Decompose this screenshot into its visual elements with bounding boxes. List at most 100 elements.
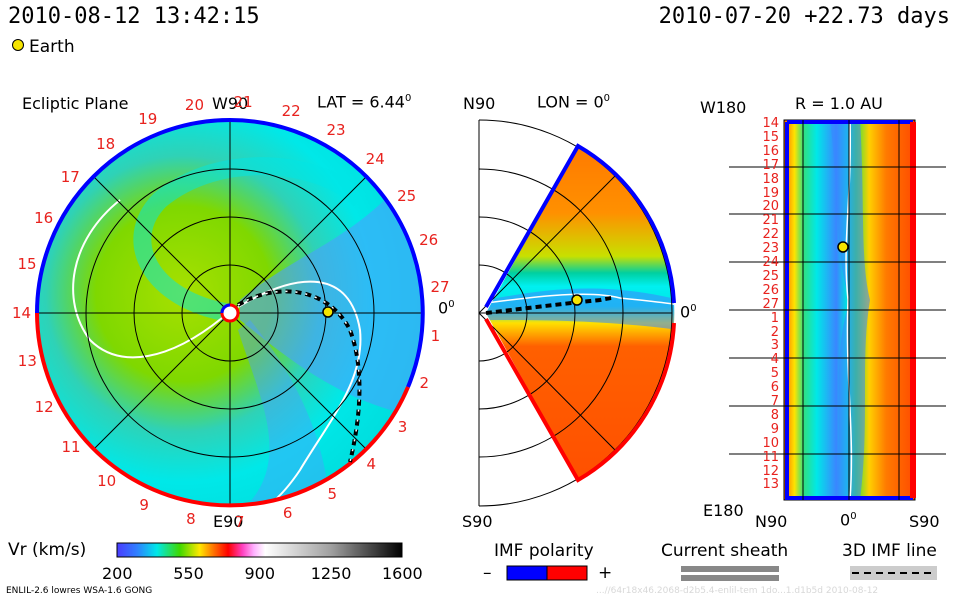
ecliptic-title: Ecliptic Plane bbox=[22, 94, 129, 113]
ecliptic-top-label: W90 bbox=[212, 94, 249, 113]
sphere-tick-label: 4 bbox=[770, 352, 779, 368]
sphere-tick-label: 12 bbox=[762, 463, 779, 479]
sheath-swatch-bottom bbox=[681, 575, 779, 581]
ecliptic-tick-label: 23 bbox=[326, 120, 346, 139]
ecliptic-tick-label: 25 bbox=[397, 187, 417, 206]
sphere-tick-label: 9 bbox=[770, 421, 779, 437]
ecliptic-tick-label: 16 bbox=[34, 209, 54, 228]
sphere-tick-label: 26 bbox=[762, 282, 779, 298]
sphere-tick-label: 5 bbox=[770, 366, 779, 382]
ecliptic-plot bbox=[35, 118, 425, 508]
ecliptic-tick-label: 6 bbox=[282, 504, 293, 522]
meridional-top-label: N90 bbox=[463, 94, 496, 113]
sphere-tick-label: 22 bbox=[762, 227, 779, 243]
imf-polarity-title: IMF polarity bbox=[494, 541, 594, 561]
earth-marker-icon bbox=[12, 39, 24, 51]
timestamp: 2010-08-12 13:42:15 bbox=[8, 4, 260, 29]
ecliptic-tick-label: 3 bbox=[397, 417, 408, 436]
imf-minus-label: – bbox=[483, 563, 492, 583]
ecliptic-tick-label: 17 bbox=[60, 168, 80, 187]
colorbar-label: Vr (km/s) bbox=[8, 540, 87, 560]
sphere-tick-label: 16 bbox=[762, 143, 779, 159]
ecliptic-tick-label: 4 bbox=[366, 455, 377, 474]
longitude-readout: LON = 00 bbox=[537, 94, 610, 110]
sphere-tick-label: 2 bbox=[770, 324, 779, 340]
earth-ecliptic bbox=[322, 306, 334, 318]
sphere-title: R = 1.0 AU bbox=[795, 94, 883, 113]
meridional-plot bbox=[478, 119, 676, 507]
sphere-tick-label: 11 bbox=[762, 449, 779, 465]
longitude-degree: 0 bbox=[603, 93, 611, 104]
ecliptic-tick-label: 20 bbox=[184, 96, 205, 115]
sphere-tick-label: 8 bbox=[770, 407, 779, 423]
ecliptic-tick-label: 1 bbox=[430, 326, 441, 345]
ecliptic-tick-label: 10 bbox=[97, 471, 117, 490]
sphere-tick-label: 20 bbox=[762, 199, 779, 215]
sphere-bottom-left-label: E180 bbox=[703, 501, 744, 520]
sphere-tick-label: 1 bbox=[770, 310, 779, 326]
current-sheath-title: Current sheath bbox=[661, 541, 789, 561]
earth-meridional bbox=[571, 294, 583, 306]
sphere-tick-label: 17 bbox=[762, 157, 779, 173]
ecliptic-tick-label: 8 bbox=[186, 509, 196, 528]
velocity-colorbar bbox=[116, 542, 403, 558]
sphere-x-left: N90 bbox=[755, 512, 788, 531]
imf-negative-swatch bbox=[506, 565, 548, 581]
colorbar-tick-label: 1600 bbox=[382, 564, 423, 583]
earth-legend-label: Earth bbox=[29, 37, 75, 57]
sphere-tick-label: 14 bbox=[762, 116, 779, 131]
sphere-x-mid: 00 bbox=[840, 512, 857, 528]
ecliptic-tick-label: 27 bbox=[430, 278, 450, 296]
imf-line-title: 3D IMF line bbox=[842, 541, 937, 561]
meridional-right-degree: 0 bbox=[690, 303, 697, 314]
sphere-tick-label: 10 bbox=[762, 435, 779, 451]
watermark: ...//64r18x46.2068-d2b5.4-enlil-tem 1do.… bbox=[596, 586, 879, 596]
sphere-tick-label: 15 bbox=[762, 129, 779, 145]
imf-plus-label: + bbox=[598, 563, 613, 583]
sphere-tick-label: 18 bbox=[762, 171, 779, 187]
ecliptic-right-label: 00 bbox=[438, 300, 455, 316]
ecliptic-bottom-label: E90 bbox=[213, 512, 244, 531]
ecliptic-tick-label: 7 bbox=[234, 512, 245, 531]
ecliptic-tick-label: 26 bbox=[419, 230, 439, 249]
sphere-tick-label: 21 bbox=[762, 213, 779, 229]
longitude-value: LON = 0 bbox=[537, 92, 604, 112]
imf-positive-swatch bbox=[546, 565, 588, 581]
ecliptic-right-degree: 0 bbox=[448, 299, 455, 310]
ecliptic-tick-label: 18 bbox=[96, 134, 116, 153]
ecliptic-tick-label: 9 bbox=[139, 496, 149, 515]
sphere-tick-label: 25 bbox=[762, 268, 779, 284]
colorbar-tick-label: 200 bbox=[102, 564, 133, 583]
sheath-swatch-top bbox=[681, 566, 779, 572]
ecliptic-tick-label: 13 bbox=[17, 352, 37, 371]
sphere-tick-label: 13 bbox=[762, 477, 779, 493]
ecliptic-tick-label: 5 bbox=[327, 484, 338, 503]
earth-sphere bbox=[837, 241, 849, 253]
ecliptic-tick-label: 14 bbox=[12, 303, 32, 322]
sphere-x-mid-value: 0 bbox=[840, 510, 851, 530]
meridional-bottom-label: S90 bbox=[462, 512, 493, 531]
ecliptic-tick-label: 12 bbox=[34, 397, 54, 416]
sphere-tick-label: 23 bbox=[762, 241, 779, 257]
earth-legend: Earth bbox=[12, 39, 75, 56]
meridional-right-label: 00 bbox=[680, 304, 697, 320]
ecliptic-tick-label: 21 bbox=[233, 93, 253, 112]
ecliptic-tick-label: 19 bbox=[138, 110, 158, 129]
sphere-top-left-label: W180 bbox=[700, 98, 747, 117]
sphere-tick-label: 6 bbox=[770, 380, 779, 396]
latitude-degree: 0 bbox=[404, 93, 412, 104]
model-info: ENLIL-2.6 lowres WSA-1.6 GONG bbox=[6, 586, 153, 596]
colorbar-tick-label: 550 bbox=[173, 564, 204, 583]
sphere-tick-label: 3 bbox=[770, 338, 779, 354]
sphere-tick-label: 27 bbox=[762, 296, 779, 312]
ecliptic-tick-label: 11 bbox=[61, 438, 81, 457]
ecliptic-tick-label: 15 bbox=[17, 255, 37, 274]
sphere-x-right: S90 bbox=[909, 512, 940, 531]
latitude-value: LAT = 6.44 bbox=[317, 92, 405, 112]
colorbar-tick-label: 1250 bbox=[310, 564, 352, 583]
meridional-right-value: 0 bbox=[680, 302, 691, 322]
ecliptic-right-value: 0 bbox=[438, 298, 449, 318]
ecliptic-tick-label: 2 bbox=[419, 374, 430, 393]
sphere-plot bbox=[729, 119, 946, 501]
